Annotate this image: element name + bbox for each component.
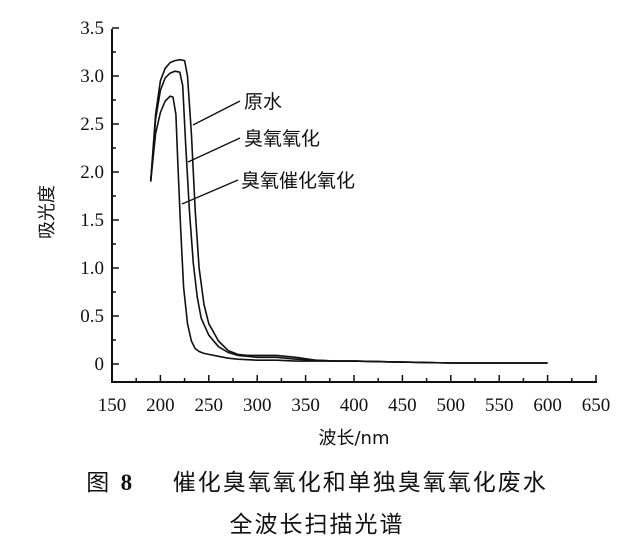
x-tick-label: 150 (98, 395, 127, 416)
x-tick-label: 300 (243, 395, 272, 416)
caption-title: 催化臭氧氧化和单独臭氧氧化废水 (172, 470, 548, 496)
x-tick-label: 250 (195, 395, 224, 416)
x-tick-label: 350 (291, 395, 320, 416)
spectrum-chart: 0 0.5 1.0 1.5 2.0 2.5 3.0 3.5 150 200 250 300 350 40… (37, 18, 611, 449)
x-tick-label: 200 (146, 395, 175, 416)
annotation-leader-line (192, 100, 241, 126)
annotation-leader-line (187, 137, 241, 163)
x-tick-label: 400 (340, 395, 369, 416)
x-axis-label: 波长/nm (318, 428, 389, 449)
annotation-label: 臭氧氧化 (244, 128, 320, 150)
y-tick-label: 0 (95, 354, 105, 375)
x-tick-label: 650 (582, 395, 611, 416)
figure-number: 8 (120, 470, 135, 495)
y-tick-label: 3.5 (80, 18, 104, 39)
x-tick-label: 450 (388, 395, 417, 416)
series-line-1 (149, 70, 548, 364)
x-tick-label: 500 (437, 395, 466, 416)
caption-title-cont: 全波长扫描光谱 (229, 512, 405, 538)
annotation-label: 原水 (244, 91, 282, 113)
series-line-2 (149, 95, 548, 364)
x-axis-ticks: 150 200 250 300 350 400 450 500 550 600 650 (98, 375, 611, 416)
figure-label: 图 (86, 470, 112, 496)
x-tick-label: 600 (533, 395, 562, 416)
y-tick-label: 0.5 (80, 306, 104, 327)
series-line-0 (149, 58, 548, 364)
y-axis-ticks: 0 0.5 1.0 1.5 2.0 2.5 3.0 3.5 (80, 18, 119, 375)
figure-caption-line2: 全波长扫描光谱 (0, 505, 634, 539)
annotation-leader-line (181, 179, 239, 205)
y-tick-label: 1.5 (80, 210, 104, 231)
y-tick-label: 2.5 (80, 114, 104, 135)
y-tick-label: 1.0 (80, 258, 104, 279)
annotation-label: 臭氧催化氧化 (241, 170, 355, 192)
axes (111, 29, 597, 383)
y-axis-label: 吸光度 (37, 185, 58, 239)
y-tick-label: 2.0 (80, 162, 104, 183)
figure-caption-line1: 图 8 催化臭氧氧化和单独臭氧氧化废水 (0, 463, 634, 497)
y-tick-label: 3.0 (80, 66, 104, 87)
series-lines (149, 58, 548, 364)
x-tick-label: 550 (485, 395, 514, 416)
